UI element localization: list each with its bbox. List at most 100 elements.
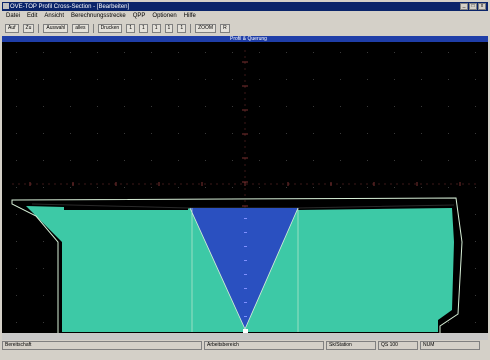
grid-dot: [475, 160, 476, 161]
app-icon[interactable]: [3, 3, 9, 9]
menu-help[interactable]: Hilfe: [183, 13, 196, 19]
toolbar-zoom-button[interactable]: ZOOM: [195, 23, 217, 33]
grid-dot: [97, 160, 98, 161]
grid-dot: [394, 133, 395, 134]
grid-dot: [232, 106, 233, 107]
maximize-button[interactable]: □: [469, 3, 477, 10]
grid-dot: [43, 133, 44, 134]
grid-dot: [421, 79, 422, 80]
grid-dot: [16, 322, 17, 323]
grid-dot: [313, 133, 314, 134]
toolbar-tool-2-button[interactable]: 1: [138, 23, 148, 33]
grid-dot: [367, 160, 368, 161]
plot-header: Profil & Querung: [230, 36, 267, 42]
grid-dot: [286, 79, 287, 80]
toolbar-refresh-button[interactable]: R: [220, 23, 230, 33]
grid-dot: [70, 52, 71, 53]
grid-dot: [43, 322, 44, 323]
grid-dot: [340, 79, 341, 80]
menu-qpp[interactable]: QPP: [132, 13, 146, 19]
grid-dot: [205, 160, 206, 161]
grid-dot: [16, 295, 17, 296]
grid-dot: [286, 52, 287, 53]
toolbar-open-button[interactable]: Auf: [5, 23, 19, 33]
grid-dot: [70, 133, 71, 134]
title-bar[interactable]: OVE-TOP Profil Cross-Section - [Bearbeit…: [2, 2, 488, 11]
grid-dot: [448, 106, 449, 107]
caption-buttons: _ □ x: [460, 3, 486, 10]
minimize-button[interactable]: _: [460, 3, 468, 10]
grid-dot: [205, 187, 206, 188]
menu-file[interactable]: Datei: [6, 13, 21, 19]
toolbar-tool-5-button[interactable]: 1: [177, 23, 187, 33]
grid-dot: [448, 52, 449, 53]
grid-dot: [421, 187, 422, 188]
grid-dot: [367, 79, 368, 80]
toolbar-tool-4-button[interactable]: 1: [164, 23, 174, 33]
grid-dot: [151, 133, 152, 134]
wedge-left-edge: [189, 207, 246, 330]
grid-dot: [259, 133, 260, 134]
grid-dot: [313, 187, 314, 188]
grid-dot: [124, 133, 125, 134]
cross-section-canvas[interactable]: [2, 42, 488, 340]
grid-dot: [43, 52, 44, 53]
toolbar-all-button[interactable]: alles: [72, 23, 89, 33]
menu-options[interactable]: Optionen: [152, 13, 177, 19]
grid-dot: [43, 106, 44, 107]
grid-dot: [232, 160, 233, 161]
menu-calculation[interactable]: Berechnungsstrecke: [71, 13, 126, 19]
close-button[interactable]: x: [478, 3, 486, 10]
plot-header-bar: Profil & Querung: [2, 36, 488, 42]
toolbar-print-button[interactable]: Drucken: [97, 23, 123, 33]
grid-dot: [286, 106, 287, 107]
grid-dot: [43, 187, 44, 188]
menu-edit[interactable]: Edit: [27, 13, 38, 19]
window-title: OVE-TOP Profil Cross-Section - [Bearbeit…: [10, 3, 130, 10]
grid-dot: [16, 106, 17, 107]
status-bar: Bereitschaft Arbeitsbereich Sk/Station Q…: [2, 341, 488, 358]
grid-dot: [178, 187, 179, 188]
grid-dot: [97, 79, 98, 80]
v-wedge: [190, 208, 298, 329]
grid-dot: [286, 133, 287, 134]
grid-dot: [151, 79, 152, 80]
status-message: Bereitschaft: [2, 341, 202, 350]
grid-dot: [448, 133, 449, 134]
grid-dot: [43, 268, 44, 269]
grid-dot: [151, 160, 152, 161]
wedge-axis-mark: [244, 288, 247, 289]
grid-dot: [475, 241, 476, 242]
toolbar-tool-3-button[interactable]: 1: [151, 23, 161, 33]
grid-dot: [124, 52, 125, 53]
grid-dot: [16, 160, 17, 161]
grid-dot: [448, 322, 449, 323]
grid-dot: [475, 187, 476, 188]
status-num: NUM: [420, 341, 480, 350]
grid-dot: [16, 241, 17, 242]
grid-dot: [340, 52, 341, 53]
grid-dot: [394, 106, 395, 107]
toolbar-close-button[interactable]: Zu: [22, 23, 35, 33]
grid-dot: [43, 160, 44, 161]
grid-dot: [421, 52, 422, 53]
grid-dot: [124, 79, 125, 80]
wedge-axis-mark: [244, 218, 247, 219]
grid-dot: [16, 214, 17, 215]
toolbar-select-button[interactable]: Auswahl: [43, 23, 69, 33]
grid-dot: [394, 79, 395, 80]
grid-dot: [151, 106, 152, 107]
grid-dot: [16, 187, 17, 188]
toolbar-tool-1-button[interactable]: 1: [126, 23, 135, 33]
grid-dot: [475, 106, 476, 107]
grid-dot: [475, 214, 476, 215]
grid-dot: [16, 133, 17, 134]
menu-bar: Datei Edit Ansicht Berechnungsstrecke QP…: [2, 12, 490, 21]
horizontal-scrollbar: [2, 333, 488, 340]
menu-view[interactable]: Ansicht: [44, 13, 65, 19]
grid-dot: [232, 187, 233, 188]
grid-dot: [367, 52, 368, 53]
grid-dot: [313, 79, 314, 80]
grid-dot: [259, 52, 260, 53]
grid-dot: [340, 187, 341, 188]
